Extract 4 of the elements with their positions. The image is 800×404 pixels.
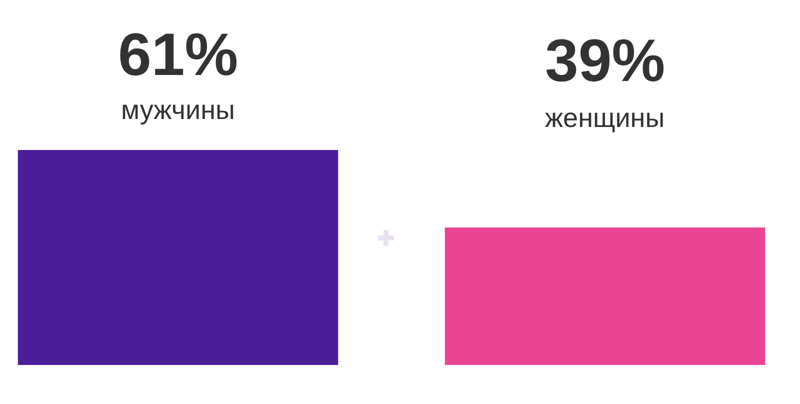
x-tick-label: мужчины	[121, 95, 235, 125]
x-tick-label: женщины	[545, 103, 665, 133]
data-label: 39%	[545, 27, 666, 94]
data-label: 61%	[118, 21, 238, 88]
